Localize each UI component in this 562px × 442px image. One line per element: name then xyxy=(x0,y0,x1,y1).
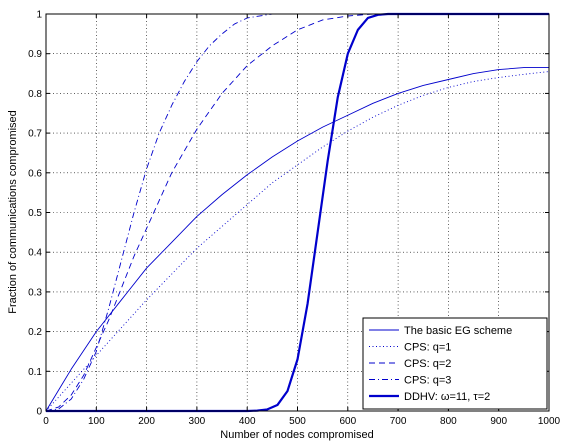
legend-entry-label: CPS: q=3 xyxy=(404,375,451,387)
legend-box xyxy=(362,317,548,410)
legend-entry-label: The basic EG scheme xyxy=(404,325,512,337)
series-line-cps-q-3 xyxy=(45,13,549,412)
y-tick-label: 0.4 xyxy=(28,248,42,259)
y-tick-label: 0 xyxy=(36,407,42,418)
series-line-the-basic-eg-scheme xyxy=(45,67,549,412)
x-tick-label: 700 xyxy=(390,416,407,427)
legend-entry-label: DDHV: ω=11, τ=2 xyxy=(404,391,490,403)
y-tick-label: 0.5 xyxy=(28,208,42,219)
y-axis-label: Fraction of communications compromised xyxy=(7,110,19,314)
y-tick-label: 0.7 xyxy=(28,129,42,140)
x-tick-label: 500 xyxy=(289,416,306,427)
x-axis-label: Number of nodes compromised xyxy=(220,429,373,441)
x-tick-label: 900 xyxy=(490,416,507,427)
x-tick-label: 400 xyxy=(239,416,256,427)
legend-entry-label: CPS: q=2 xyxy=(404,358,451,370)
x-tick-label: 200 xyxy=(138,416,155,427)
x-tick-label: 300 xyxy=(189,416,206,427)
legend: The basic EG scheme CPS: q=1 CPS: q=2 CPS: … xyxy=(362,317,548,410)
y-tick-label: 0.9 xyxy=(28,49,42,60)
x-tick-label: 100 xyxy=(88,416,105,427)
y-tick-label: 0.2 xyxy=(28,327,42,338)
x-tick-label: 1000 xyxy=(538,416,561,427)
x-tick-label: 800 xyxy=(440,416,457,427)
x-tick-label: 0 xyxy=(43,416,49,427)
y-tick-label: 0.8 xyxy=(28,89,42,100)
y-tick-label: 0.1 xyxy=(28,367,42,378)
y-tick-label: 0.3 xyxy=(28,287,42,298)
y-tick-label: 0.6 xyxy=(28,168,42,179)
y-tick-label: 1 xyxy=(36,10,42,21)
x-tick-label: 600 xyxy=(339,416,356,427)
legend-entry-label: CPS: q=1 xyxy=(404,342,451,354)
ticks: 0 100 200 300 400 500 600 700 800 900 1000 0 0.1 0.2 0… xyxy=(28,10,560,428)
